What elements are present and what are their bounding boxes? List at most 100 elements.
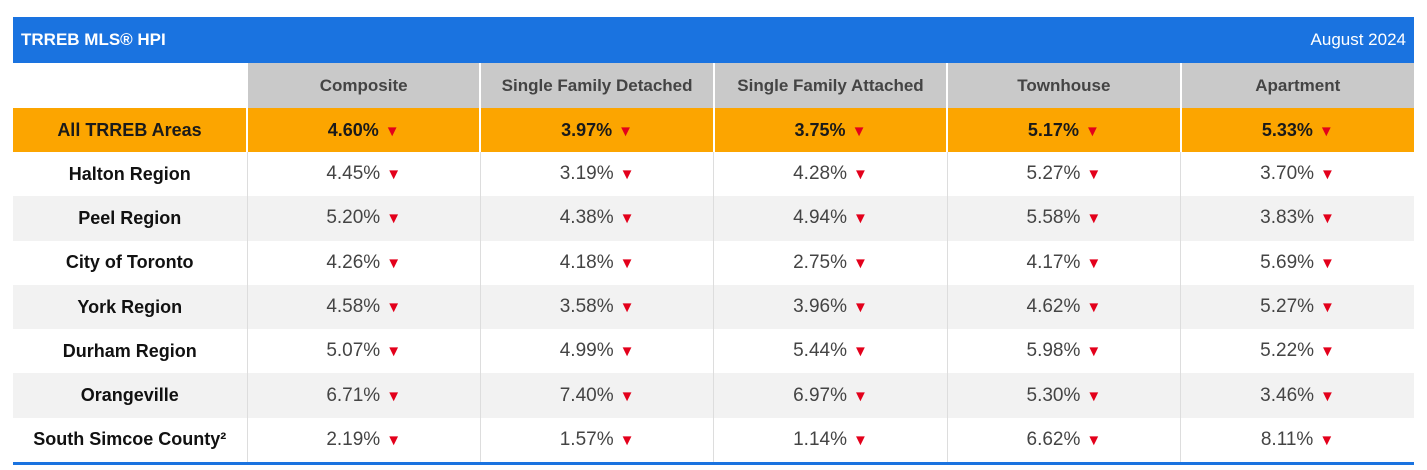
down-arrow-icon: ▼ <box>1084 122 1100 140</box>
value-text: 5.07% <box>326 340 381 362</box>
area-label: South Simcoe County² <box>13 417 247 463</box>
value-text: 3.58% <box>559 296 614 318</box>
down-arrow-icon: ▼ <box>852 254 868 272</box>
value-cell: 5.33% ▼ <box>1179 108 1414 152</box>
value-cell: 6.71% ▼ <box>246 373 481 418</box>
value-text: 5.30% <box>1026 384 1081 406</box>
value-text: 4.18% <box>559 251 614 273</box>
value-text: 7.40% <box>559 384 614 406</box>
value-cell: 4.26% ▼ <box>246 240 481 285</box>
value-cell: 4.94% ▼ <box>713 196 948 241</box>
value-text: 4.58% <box>326 296 381 318</box>
value-text: 1.14% <box>793 428 847 450</box>
down-arrow-icon: ▼ <box>852 210 868 228</box>
value-text: 4.45% <box>326 163 381 185</box>
down-arrow-icon: ▼ <box>619 431 635 449</box>
down-arrow-icon: ▼ <box>619 254 635 272</box>
down-arrow-icon: ▼ <box>852 166 868 184</box>
table-row: Orangeville 6.71% ▼ 7.40% ▼ 6.97% ▼ 5.30% ▼ … <box>13 373 1414 418</box>
down-arrow-icon: ▼ <box>1318 122 1334 140</box>
table-row: Peel Region 5.20% ▼ 4.38% ▼ 4.94% ▼ 5.58% ▼ … <box>13 196 1414 241</box>
value-cell: 8.11% ▼ <box>1180 417 1414 463</box>
area-label: Orangeville <box>13 373 247 418</box>
value-cell: 5.58% ▼ <box>946 196 1181 241</box>
corner-cell <box>13 63 247 108</box>
column-header-row: Composite Single Family Detached Single … <box>13 63 1414 108</box>
down-arrow-icon: ▼ <box>619 299 635 317</box>
value-text: 3.83% <box>1260 207 1315 229</box>
value-cell: 3.83% ▼ <box>1180 196 1414 241</box>
value-text: 8.11% <box>1260 428 1314 450</box>
value-cell: 3.96% ▼ <box>713 284 948 330</box>
down-arrow-icon: ▼ <box>1086 431 1102 449</box>
column-header-apartment: Apartment <box>1179 63 1414 108</box>
value-text: 3.75% <box>794 119 846 140</box>
area-label: All TRREB Areas <box>13 108 247 152</box>
down-arrow-icon: ▼ <box>619 210 635 228</box>
value-text: 5.20% <box>326 207 381 229</box>
down-arrow-icon: ▼ <box>1320 299 1335 317</box>
value-text: 5.27% <box>1260 296 1315 318</box>
value-cell: 5.30% ▼ <box>946 373 1181 418</box>
column-header-composite: Composite <box>245 63 481 108</box>
value-cell: 5.07% ▼ <box>246 329 481 374</box>
down-arrow-icon: ▼ <box>384 122 400 140</box>
value-text: 4.17% <box>1026 251 1081 273</box>
hpi-table-container: TRREB MLS® HPI August 2024 Composite Sin… <box>13 17 1414 466</box>
area-label: Durham Region <box>13 329 247 374</box>
value-text: 5.17% <box>1027 119 1079 140</box>
value-text: 3.19% <box>559 163 614 185</box>
value-text: 5.98% <box>1026 340 1081 362</box>
down-arrow-icon: ▼ <box>619 166 635 184</box>
down-arrow-icon: ▼ <box>386 387 402 405</box>
down-arrow-icon: ▼ <box>1320 210 1335 228</box>
down-arrow-icon: ▼ <box>1086 210 1102 228</box>
value-text: 5.27% <box>1026 163 1081 185</box>
down-arrow-icon: ▼ <box>851 122 867 140</box>
value-cell: 3.46% ▼ <box>1180 373 1414 418</box>
area-label: York Region <box>13 284 247 330</box>
down-arrow-icon: ▼ <box>386 210 402 228</box>
value-text: 2.19% <box>326 428 381 450</box>
down-arrow-icon: ▼ <box>852 387 868 405</box>
down-arrow-icon: ▼ <box>386 431 402 449</box>
column-header-single-family-attached: Single Family Attached <box>712 63 948 108</box>
value-cell: 3.75% ▼ <box>712 108 948 152</box>
value-cell: 4.45% ▼ <box>246 152 481 197</box>
down-arrow-icon: ▼ <box>852 431 868 449</box>
down-arrow-icon: ▼ <box>386 343 402 361</box>
value-cell: 1.14% ▼ <box>713 417 948 463</box>
value-text: 4.28% <box>793 163 847 185</box>
value-text: 3.96% <box>793 296 847 318</box>
table-row: Halton Region 4.45% ▼ 3.19% ▼ 4.28% ▼ 5.27%… <box>13 152 1414 197</box>
down-arrow-icon: ▼ <box>1320 166 1335 184</box>
value-text: 6.71% <box>326 384 381 406</box>
value-cell: 4.18% ▼ <box>479 240 714 285</box>
down-arrow-icon: ▼ <box>386 299 402 317</box>
column-header-single-family-detached: Single Family Detached <box>479 63 714 108</box>
value-cell: 5.98% ▼ <box>946 329 1181 374</box>
hpi-table: Composite Single Family Detached Single … <box>13 63 1414 463</box>
value-text: 6.97% <box>793 384 847 406</box>
value-cell: 6.97% ▼ <box>713 373 948 418</box>
value-cell: 3.97% ▼ <box>479 108 714 152</box>
down-arrow-icon: ▼ <box>386 254 402 272</box>
down-arrow-icon: ▼ <box>1086 343 1102 361</box>
value-text: 2.75% <box>793 251 847 273</box>
value-text: 3.46% <box>1260 384 1315 406</box>
down-arrow-icon: ▼ <box>1086 166 1102 184</box>
value-cell: 4.28% ▼ <box>713 152 948 197</box>
value-cell: 4.38% ▼ <box>479 196 714 241</box>
value-cell: 6.62% ▼ <box>946 417 1181 463</box>
down-arrow-icon: ▼ <box>618 122 634 140</box>
title-bar: TRREB MLS® HPI August 2024 <box>13 17 1414 63</box>
down-arrow-icon: ▼ <box>852 299 868 317</box>
summary-row: All TRREB Areas 4.60% ▼ 3.97% ▼ 3.75% ▼ 5.1… <box>13 108 1414 152</box>
table-row: South Simcoe County² 2.19% ▼ 1.57% ▼ 1.14%… <box>13 417 1414 463</box>
value-cell: 4.17% ▼ <box>946 240 1181 285</box>
value-text: 5.69% <box>1260 251 1315 273</box>
down-arrow-icon: ▼ <box>1320 387 1335 405</box>
value-text: 5.58% <box>1026 207 1081 229</box>
value-text: 4.99% <box>559 340 614 362</box>
value-cell: 4.58% ▼ <box>246 284 481 330</box>
